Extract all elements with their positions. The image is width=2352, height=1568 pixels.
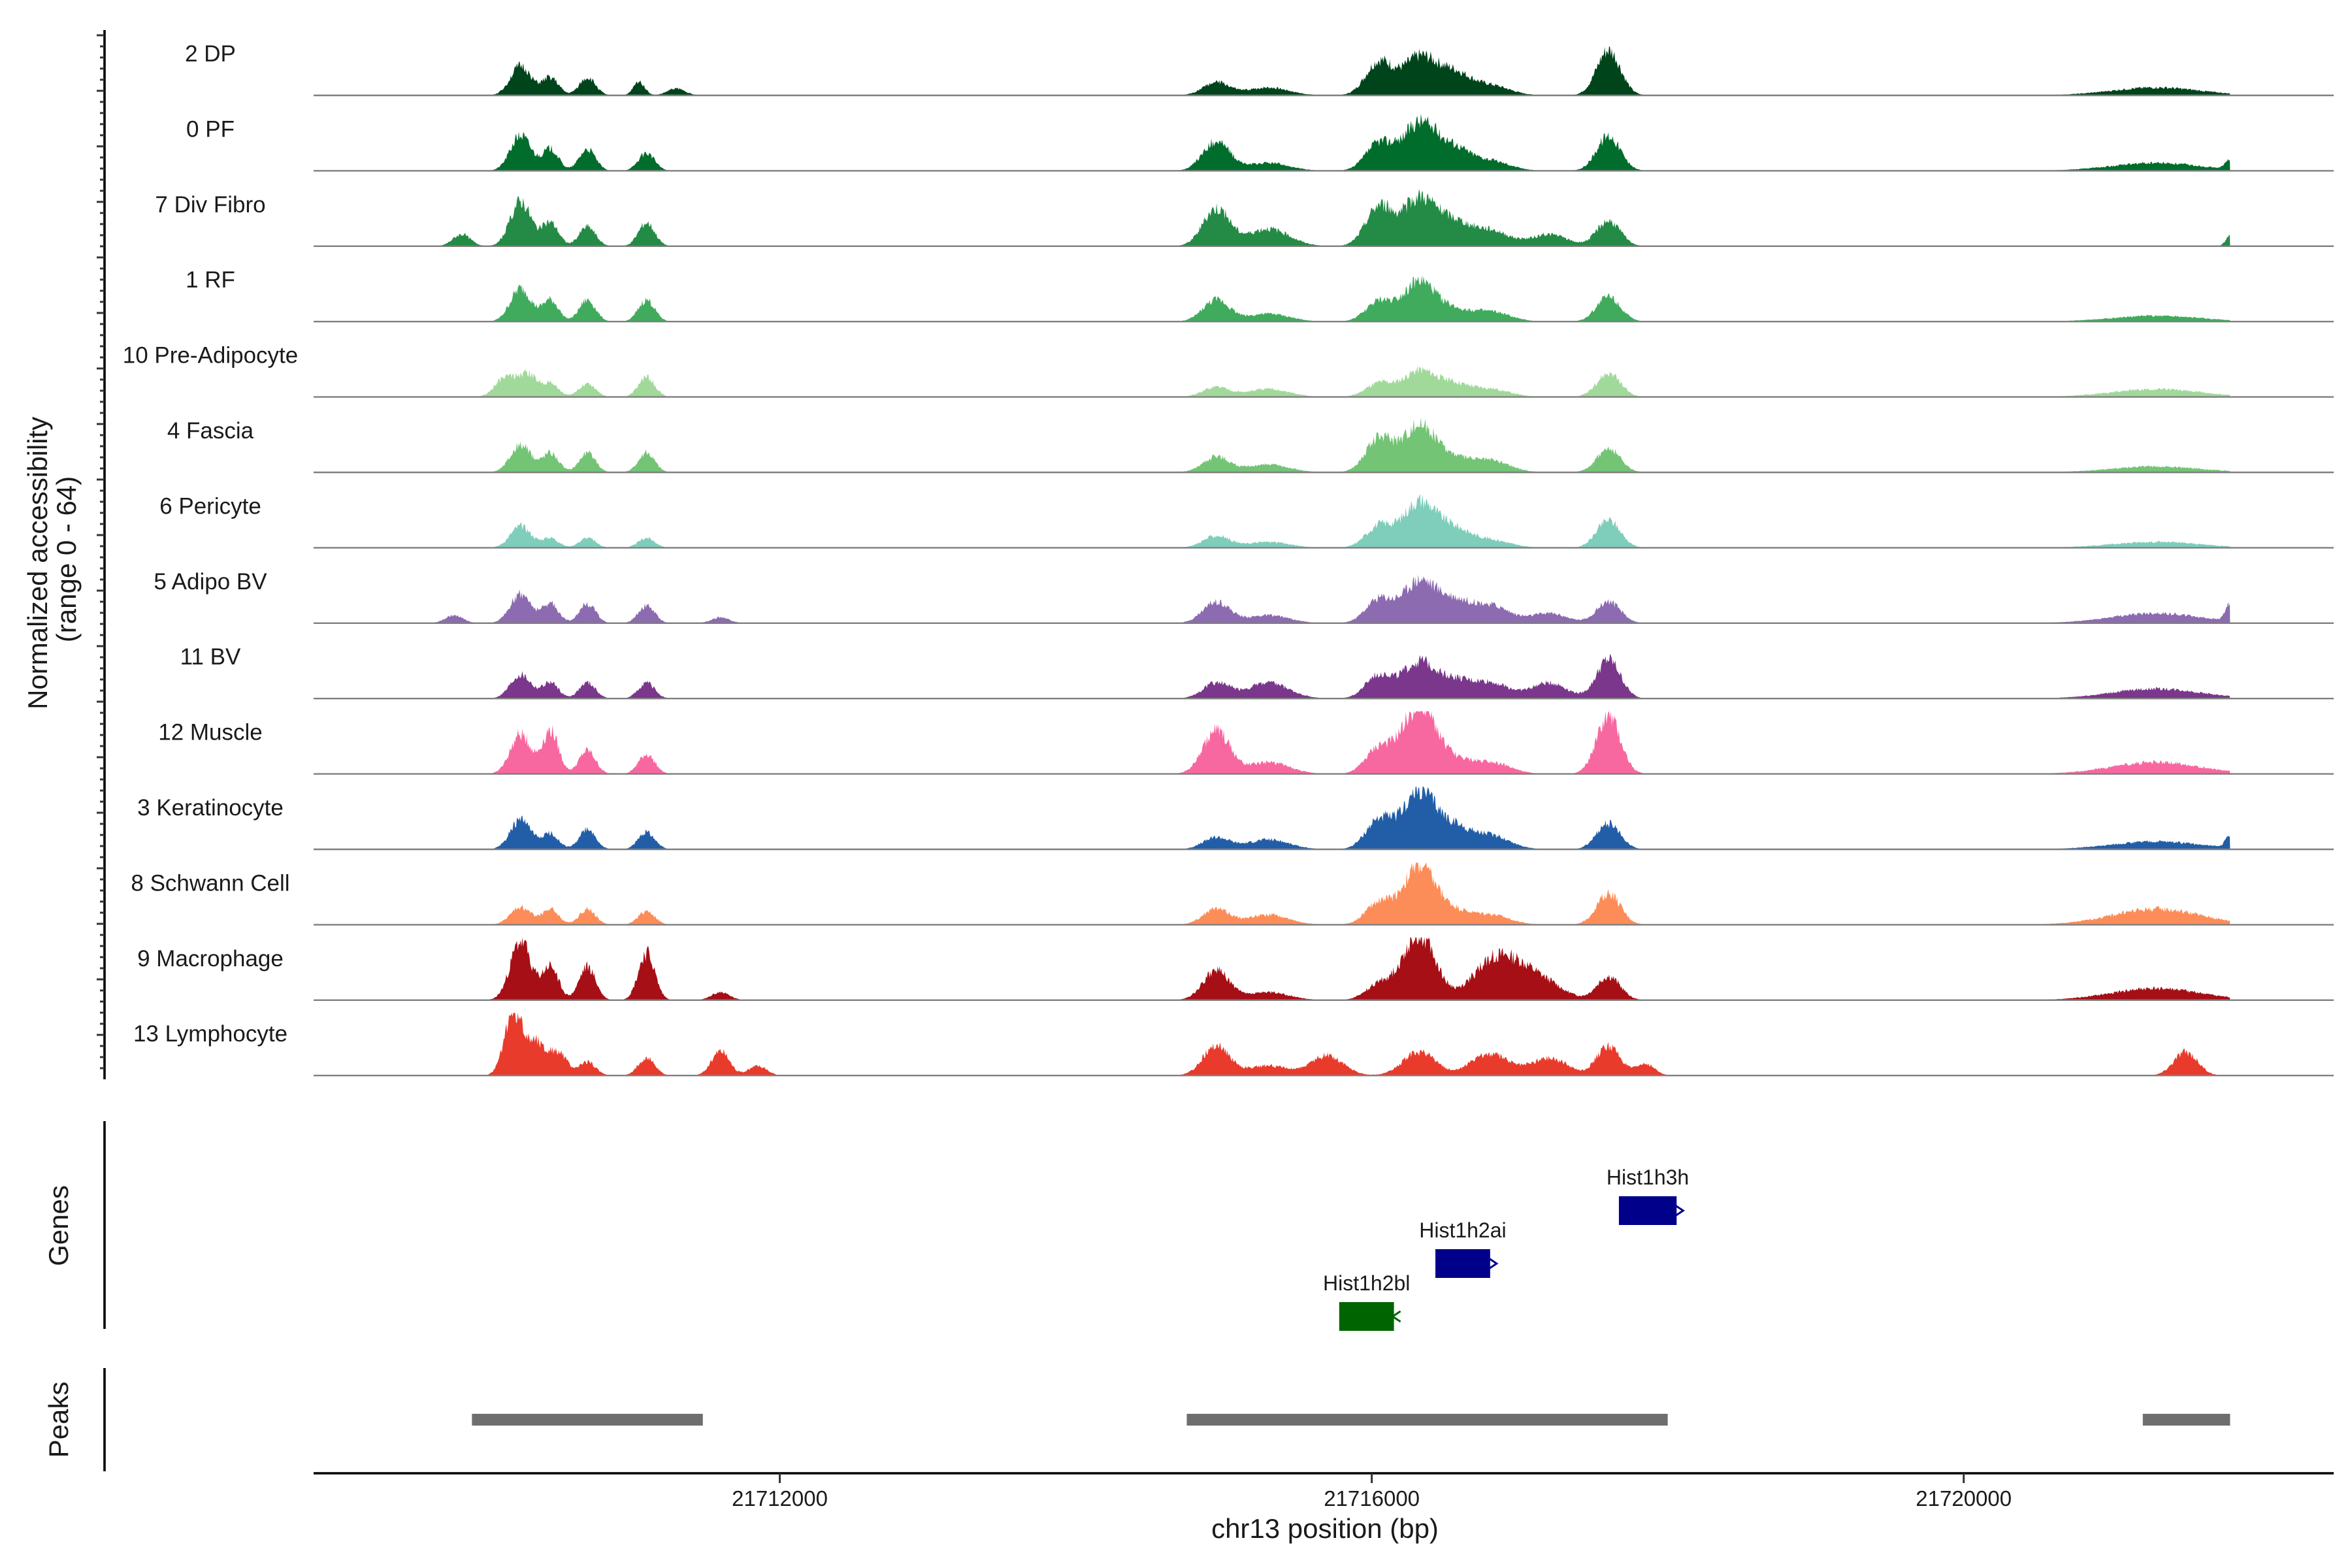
y-axis-title-line-2: (range 0 - 64) [51, 476, 82, 642]
track-8-schwann-cell: 8 Schwann Cell [131, 862, 2334, 926]
track-label: 6 Pericyte [159, 493, 261, 519]
track-label: 8 Schwann Cell [131, 870, 289, 896]
x-axis-tick-label: 21716000 [1324, 1486, 1420, 1511]
accessibility-signal [336, 417, 2230, 472]
track-label: 9 Macrophage [137, 946, 284, 972]
track-12-muscle: 12 Muscle [158, 711, 2334, 775]
accessibility-signal [336, 46, 2230, 95]
accessibility-signal [336, 787, 2230, 849]
track-label: 0 PF [186, 116, 235, 142]
track-1-rf: 1 RF [186, 267, 2334, 323]
track-5-adipo-bv: 5 Adipo BV [154, 569, 2334, 624]
track-3-keratinocyte: 3 Keratinocyte [137, 787, 2334, 851]
gene-body [1339, 1302, 1394, 1331]
strand-arrow-icon [1488, 1257, 1499, 1270]
accessibility-signal [336, 574, 2230, 623]
accessibility-signal [336, 711, 2230, 774]
track-13-lymphocyte: 13 Lymphocyte [133, 1013, 2334, 1077]
gene-label: Hist1h2ai [1419, 1218, 1506, 1242]
accessibility-signal [336, 653, 2230, 699]
y-axis-ticks [97, 34, 105, 1070]
track-label: 2 DP [185, 41, 236, 67]
track-label: 3 Keratinocyte [137, 795, 284, 821]
genes-panel-label: Genes [43, 1185, 74, 1266]
track-label: 10 Pre-Adipocyte [123, 343, 298, 368]
gene-hist1h2ai: Hist1h2ai [1419, 1218, 1507, 1278]
gene-label: Hist1h2bl [1323, 1271, 1410, 1295]
x-axis-ticks: 21712000 21716000 21720000 [732, 1473, 2012, 1511]
y-axis-title-line-1: Normalized accessibility [22, 417, 53, 710]
gene-hist1h3h: Hist1h3h [1607, 1166, 1689, 1225]
accessibility-signal [336, 189, 2230, 246]
gene-label: Hist1h3h [1607, 1166, 1689, 1189]
track-0-pf: 0 PF [186, 114, 2334, 172]
accessibility-signal [336, 862, 2230, 925]
y-axis-title: Normalized accessibility (range 0 - 64) [22, 409, 82, 710]
accessibility-signal [336, 114, 2230, 171]
track-label: 11 BV [180, 644, 241, 670]
track-6-pericyte: 6 Pericyte [159, 493, 2334, 549]
gene-hist1h2bl: Hist1h2bl [1323, 1271, 1410, 1331]
track-11-bv: 11 BV [180, 644, 2334, 700]
genes-track: Hist1h3h Hist1h2ai Hist1h2bl [1323, 1166, 1689, 1331]
x-axis-tick-label: 21712000 [732, 1486, 828, 1511]
track-4-fascia: 4 Fascia [167, 417, 2334, 474]
track-label: 7 Div Fibro [155, 192, 265, 218]
track-9-macrophage: 9 Macrophage [137, 937, 2334, 1002]
gene-body [1435, 1249, 1490, 1278]
peaks-panel-label: Peaks [43, 1382, 74, 1458]
strand-arrow-icon [1390, 1310, 1401, 1323]
x-axis-tick-label: 21720000 [1916, 1486, 2012, 1511]
gene-body [1618, 1196, 1677, 1225]
strand-arrow-icon [1674, 1204, 1685, 1217]
x-axis-title: chr13 position (bp) [1211, 1513, 1439, 1544]
track-7-div-fibro: 7 Div Fibro [155, 189, 2334, 247]
accessibility-signal [336, 937, 2230, 1000]
track-2-dp: 2 DP [185, 41, 2334, 97]
coverage-tracks: 2 DP 0 PF 7 Div Fibro 1 RF 10 Pre-Adipocyte 4… [123, 41, 2334, 1077]
track-label: 1 RF [186, 267, 235, 293]
accessibility-signal [336, 365, 2230, 397]
track-10-pre-adipocyte: 10 Pre-Adipocyte [123, 343, 2334, 398]
accessibility-signal [336, 494, 2230, 548]
accessibility-signal [336, 275, 2230, 322]
track-label: 12 Muscle [158, 720, 263, 745]
track-label: 5 Adipo BV [154, 569, 267, 595]
accessibility-signal [336, 1013, 2230, 1076]
track-label: 4 Fascia [167, 418, 254, 444]
track-label: 13 Lymphocyte [133, 1021, 287, 1047]
